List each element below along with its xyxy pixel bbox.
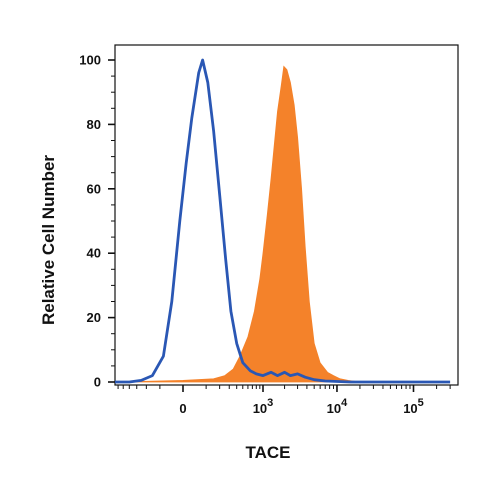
x-tick-exponent: 4 <box>341 397 348 409</box>
y-tick-label: 20 <box>87 310 101 325</box>
x-tick-label: 0 <box>179 401 186 416</box>
x-tick-exponent: 3 <box>267 397 273 409</box>
series-layer <box>114 58 451 384</box>
x-tick-label: 104 <box>327 397 348 416</box>
y-tick-label: 0 <box>94 375 101 390</box>
y-tick-label: 100 <box>79 53 101 68</box>
y-tick-label: 60 <box>87 181 101 196</box>
x-tick-base: 10 <box>327 401 341 416</box>
x-tick-base: 10 <box>253 401 267 416</box>
y-tick-label: 40 <box>87 246 101 261</box>
x-tick-base: 10 <box>403 401 417 416</box>
x-tick-exponent: 5 <box>418 397 424 409</box>
x-tick-label: 103 <box>253 397 274 416</box>
series-1-histogram-line <box>115 58 451 384</box>
y-axis-title: Relative Cell Number <box>39 155 58 325</box>
y-tick-label: 80 <box>87 117 101 132</box>
plot-frame <box>114 44 459 386</box>
series-0-filled-histogram <box>114 65 451 383</box>
x-axis-title: TACE <box>245 443 290 462</box>
x-tick-label: 105 <box>403 397 424 416</box>
x-tick-base: 0 <box>179 401 186 416</box>
x-axis: 0 103 104 105 <box>117 385 451 416</box>
y-axis: 0 20 40 60 80 100 <box>79 53 115 390</box>
